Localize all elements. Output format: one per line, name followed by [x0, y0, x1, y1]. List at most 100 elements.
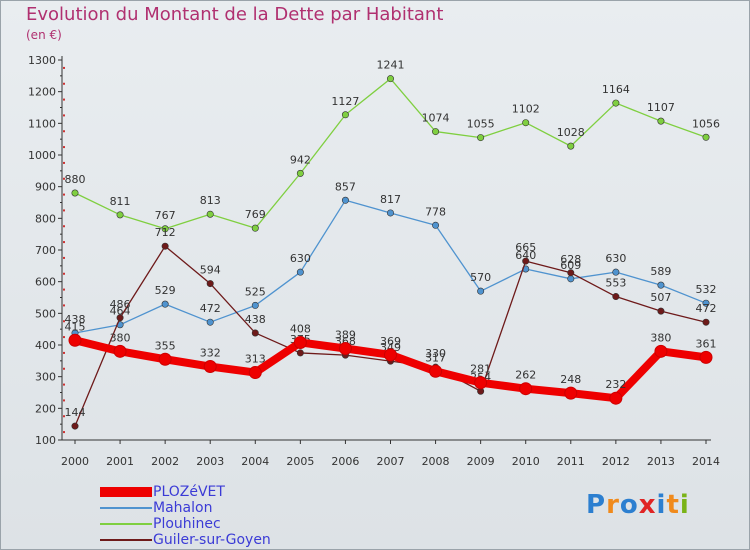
y-axis-dot — [63, 82, 65, 85]
data-label-guiler-sur-goyen: 472 — [696, 302, 717, 315]
data-label-guiler-sur-goyen: 553 — [605, 277, 626, 290]
data-label-mahalon: 532 — [696, 283, 717, 296]
data-point-plouhinec — [567, 142, 575, 150]
y-tick-label: 1300 — [28, 54, 56, 67]
x-tick-label: 2008 — [422, 455, 450, 468]
y-tick-label: 800 — [35, 212, 56, 225]
y-axis-dot — [63, 399, 65, 402]
y-axis-dot — [63, 98, 65, 101]
y-tick-label: 500 — [35, 307, 56, 320]
data-point-plozevet — [654, 344, 668, 358]
data-point-plouhinec — [341, 111, 349, 119]
data-point-plouhinec — [251, 224, 259, 232]
data-label-mahalon: 438 — [65, 313, 86, 326]
data-point-plouhinec — [432, 128, 440, 136]
data-label-plouhinec: 1164 — [602, 83, 630, 96]
data-point-mahalon — [161, 300, 169, 308]
data-label-guiler-sur-goyen: 712 — [155, 226, 176, 239]
logo-letter: o — [619, 490, 639, 520]
proxiti-logo: Proxiti — [586, 490, 690, 520]
data-point-plozevet — [113, 344, 127, 358]
data-point-plozevet — [474, 376, 488, 390]
logo-letter: t — [666, 490, 680, 520]
data-label-plouhinec: 1241 — [377, 59, 405, 72]
y-tick-label: 300 — [35, 371, 56, 384]
data-point-mahalon — [341, 196, 349, 204]
data-label-mahalon: 529 — [155, 284, 176, 297]
chart-unit: (en €) — [26, 28, 62, 42]
data-point-mahalon — [251, 301, 259, 309]
data-label-plouhinec: 1056 — [692, 117, 720, 130]
x-tick-label: 2012 — [602, 455, 630, 468]
y-axis-dot — [63, 193, 65, 196]
data-point-plozevet — [384, 348, 397, 362]
y-axis-dot — [63, 415, 65, 418]
legend-swatch — [100, 539, 152, 541]
data-point-plouhinec — [206, 210, 214, 218]
y-axis-dot — [63, 66, 65, 69]
data-label-mahalon: 630 — [290, 252, 311, 265]
y-tick-label: 700 — [35, 244, 56, 257]
data-label-guiler-sur-goyen: 486 — [110, 298, 131, 311]
y-axis-dot — [63, 241, 65, 244]
data-label-mahalon: 857 — [335, 180, 356, 193]
x-tick-label: 2002 — [151, 455, 179, 468]
data-point-plouhinec — [657, 117, 665, 125]
data-label-plozevet: 281 — [470, 363, 491, 376]
data-label-plozevet: 380 — [650, 331, 671, 344]
y-axis-dot — [63, 336, 65, 339]
logo-letter: x — [638, 490, 657, 520]
data-label-mahalon: 630 — [605, 252, 626, 265]
data-point-mahalon — [432, 221, 440, 229]
data-point-mahalon — [657, 281, 665, 289]
data-point-plozevet — [68, 333, 82, 347]
data-label-mahalon: 589 — [650, 265, 671, 278]
y-tick-label: 1000 — [28, 149, 56, 162]
data-label-mahalon: 570 — [470, 271, 491, 284]
data-label-plouhinec: 1107 — [647, 101, 675, 114]
data-point-plozevet — [609, 391, 623, 405]
y-axis-dot — [63, 288, 65, 291]
data-label-mahalon: 609 — [560, 259, 581, 272]
legend-swatch — [100, 523, 152, 525]
data-point-plouhinec — [612, 99, 620, 107]
x-tick-label: 2009 — [467, 455, 495, 468]
data-label-plouhinec: 1055 — [467, 118, 495, 131]
legend-swatch — [100, 507, 152, 509]
x-tick-label: 2006 — [331, 455, 359, 468]
data-label-plozevet: 232 — [605, 378, 626, 391]
data-label-plozevet: 332 — [200, 347, 221, 360]
chart-title: Evolution du Montant de la Dette par Hab… — [26, 4, 444, 25]
data-label-mahalon: 464 — [110, 305, 131, 318]
y-tick-label: 400 — [35, 339, 56, 352]
chart-svg: 100 200 300 400 500 600 700 800 900 1000 1100 1200 1… — [28, 54, 720, 468]
data-label-plozevet: 361 — [696, 337, 717, 350]
data-label-guiler-sur-goyen: 665 — [515, 241, 536, 254]
data-label-guiler-sur-goyen: 628 — [560, 253, 581, 266]
data-point-guiler-sur-goyen — [567, 269, 575, 277]
y-tick-label: 600 — [35, 276, 56, 289]
x-tick-label: 2004 — [241, 455, 269, 468]
data-point-plozevet — [338, 341, 352, 355]
data-point-plouhinec — [702, 133, 710, 141]
data-point-guiler-sur-goyen — [612, 293, 620, 301]
data-label-plouhinec: 880 — [65, 173, 86, 186]
data-label-plouhinec: 767 — [155, 209, 176, 222]
y-tick-label: 900 — [35, 181, 56, 194]
data-point-guiler-sur-goyen — [296, 349, 304, 357]
data-point-guiler-sur-goyen — [702, 318, 710, 326]
data-label-plozevet: 380 — [110, 331, 131, 344]
data-label-plozevet: 317 — [425, 351, 446, 364]
y-tick-label: 100 — [35, 434, 56, 447]
y-axis-dot — [63, 272, 65, 275]
series-line-plouhinec — [74, 78, 707, 230]
legend-label: PLOZéVET — [153, 484, 225, 500]
data-point-guiler-sur-goyen — [116, 314, 124, 322]
data-label-plozevet: 313 — [245, 353, 266, 366]
data-point-plozevet — [519, 382, 533, 396]
y-axis-dot — [63, 209, 65, 212]
data-label-plozevet: 369 — [380, 335, 401, 348]
data-label-guiler-sur-goyen: 594 — [200, 264, 221, 277]
data-point-plouhinec — [116, 211, 124, 219]
x-tick-label: 2014 — [692, 455, 720, 468]
